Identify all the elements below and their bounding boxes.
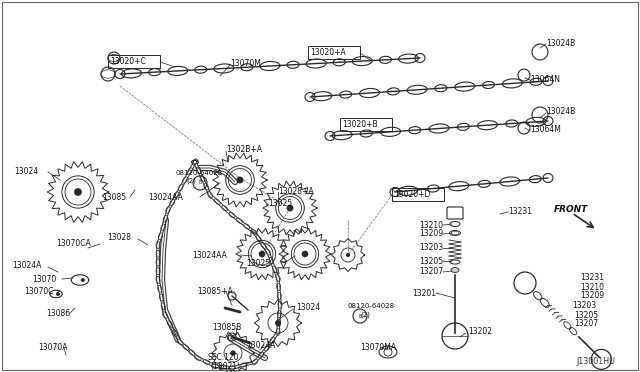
Text: 13207: 13207 (419, 267, 443, 276)
Text: 13203: 13203 (572, 301, 596, 311)
Circle shape (259, 251, 266, 257)
Circle shape (287, 205, 294, 211)
Text: 13070: 13070 (32, 275, 56, 283)
Text: 13028+A: 13028+A (278, 187, 314, 196)
Text: 13209: 13209 (580, 292, 604, 301)
Text: 13203: 13203 (419, 244, 443, 253)
Text: 13086: 13086 (46, 308, 70, 317)
Text: 13024AA: 13024AA (148, 192, 183, 202)
Text: 13070MA: 13070MA (360, 343, 396, 352)
Text: 13207: 13207 (574, 318, 598, 327)
Circle shape (230, 350, 236, 356)
Text: (2): (2) (186, 178, 196, 185)
Text: 13020+C: 13020+C (110, 57, 146, 66)
Text: B: B (198, 180, 202, 186)
Bar (308, 46, 360, 59)
Text: 13064M: 13064M (530, 125, 561, 135)
Text: 13024B: 13024B (546, 108, 575, 116)
Text: 13085+A: 13085+A (197, 288, 233, 296)
Text: 13024A: 13024A (12, 262, 42, 270)
Bar (108, 55, 160, 68)
Text: 13070C: 13070C (24, 288, 54, 296)
Bar (392, 188, 444, 201)
Text: 13085B: 13085B (212, 324, 241, 333)
Circle shape (275, 320, 281, 326)
Text: B: B (358, 314, 362, 318)
Text: 13070M: 13070M (230, 60, 261, 68)
Text: 13205: 13205 (419, 257, 443, 266)
Ellipse shape (451, 267, 459, 273)
Text: 13231: 13231 (508, 206, 532, 215)
Text: 13025: 13025 (268, 199, 292, 208)
Text: 13210: 13210 (580, 282, 604, 292)
Text: 13024A: 13024A (246, 340, 275, 350)
Text: 13231: 13231 (580, 273, 604, 282)
Text: 13024: 13024 (296, 304, 320, 312)
Text: (2): (2) (360, 311, 370, 317)
Text: SEC.120: SEC.120 (207, 353, 239, 362)
Text: 1302B+A: 1302B+A (226, 145, 262, 154)
Text: 13205: 13205 (574, 311, 598, 320)
Circle shape (301, 251, 308, 257)
Text: 08120-6402B: 08120-6402B (176, 170, 223, 176)
Text: 13024: 13024 (14, 167, 38, 176)
Circle shape (346, 253, 350, 257)
Text: FRONT: FRONT (554, 205, 588, 214)
Text: 13070CA: 13070CA (56, 240, 91, 248)
Circle shape (237, 177, 243, 183)
Text: 13070A: 13070A (38, 343, 67, 353)
Bar (340, 118, 392, 131)
Text: 08120-64028: 08120-64028 (348, 303, 395, 309)
Text: 13202: 13202 (468, 327, 492, 337)
Text: 13201: 13201 (412, 289, 436, 298)
Text: 13020+B: 13020+B (342, 120, 378, 129)
Text: 13028: 13028 (107, 234, 131, 243)
Text: (13021): (13021) (210, 362, 240, 371)
Text: 13064N: 13064N (530, 76, 560, 84)
Text: 13020+A: 13020+A (310, 48, 346, 57)
Circle shape (81, 278, 84, 282)
Text: 13085: 13085 (102, 192, 126, 202)
Text: 13025: 13025 (246, 259, 270, 267)
Circle shape (74, 188, 82, 196)
Text: 13020+D: 13020+D (394, 190, 430, 199)
Circle shape (56, 292, 60, 296)
Text: 13210: 13210 (419, 221, 443, 230)
Text: J13001HU: J13001HU (577, 357, 616, 366)
Text: 13024B: 13024B (546, 38, 575, 48)
Text: 13024AA: 13024AA (192, 250, 227, 260)
Text: 13209: 13209 (419, 230, 443, 238)
